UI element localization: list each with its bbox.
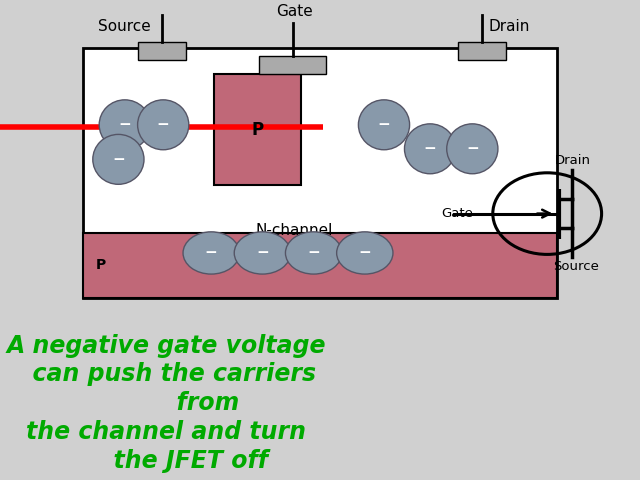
Ellipse shape xyxy=(99,100,150,150)
Ellipse shape xyxy=(358,100,410,150)
Text: Source: Source xyxy=(553,260,599,273)
Text: Drain: Drain xyxy=(488,19,529,34)
Bar xyxy=(83,48,557,298)
Text: −: − xyxy=(378,117,390,132)
Ellipse shape xyxy=(404,124,456,174)
Text: P: P xyxy=(96,258,106,272)
Bar xyxy=(138,42,186,60)
Text: Gate: Gate xyxy=(442,206,474,220)
Bar xyxy=(259,56,326,74)
Text: −: − xyxy=(358,245,371,261)
Text: A negative gate voltage
  can push the carriers
          from
the channel and t: A negative gate voltage can push the car… xyxy=(6,334,326,473)
Text: N-channel: N-channel xyxy=(256,223,333,238)
Bar xyxy=(214,74,301,185)
Ellipse shape xyxy=(183,232,239,274)
Ellipse shape xyxy=(93,134,144,184)
Ellipse shape xyxy=(447,124,498,174)
Bar xyxy=(458,42,506,60)
Ellipse shape xyxy=(234,232,291,274)
Text: −: − xyxy=(307,245,320,261)
Text: −: − xyxy=(118,117,131,132)
Text: −: − xyxy=(157,117,170,132)
Text: −: − xyxy=(256,245,269,261)
Text: −: − xyxy=(205,245,218,261)
Text: −: − xyxy=(466,141,479,156)
Ellipse shape xyxy=(337,232,393,274)
Ellipse shape xyxy=(138,100,189,150)
Text: Source: Source xyxy=(99,19,151,34)
Text: Drain: Drain xyxy=(555,154,591,168)
Text: −: − xyxy=(112,152,125,167)
Text: Gate: Gate xyxy=(276,4,313,20)
Ellipse shape xyxy=(285,232,342,274)
Bar xyxy=(83,233,557,298)
Text: P: P xyxy=(252,120,264,139)
Text: −: − xyxy=(424,141,436,156)
